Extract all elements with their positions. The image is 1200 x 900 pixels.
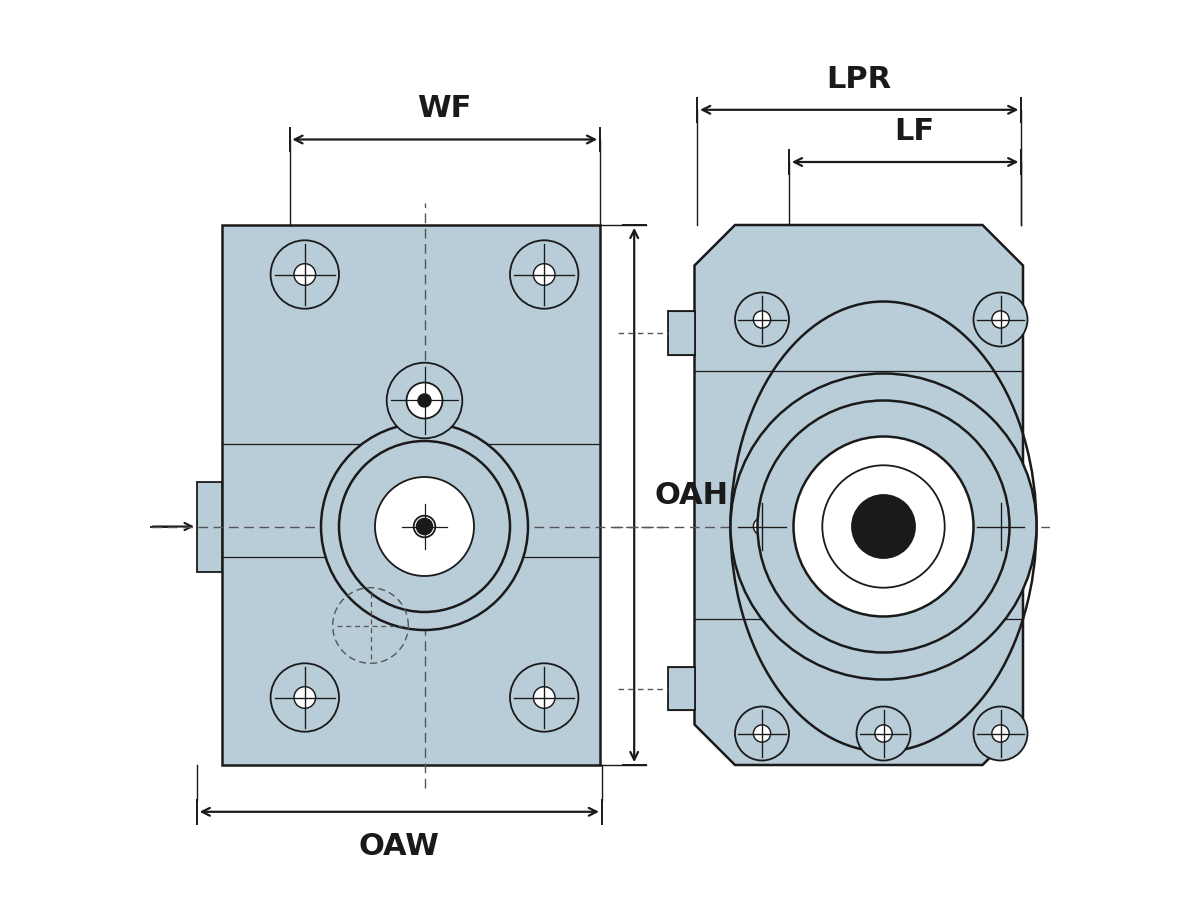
Circle shape — [407, 382, 443, 418]
Circle shape — [731, 374, 1037, 680]
Bar — [667, 667, 695, 710]
Circle shape — [754, 724, 770, 742]
Bar — [197, 482, 222, 572]
Circle shape — [992, 724, 1009, 742]
Text: OAW: OAW — [359, 832, 439, 860]
Circle shape — [793, 436, 973, 616]
Circle shape — [973, 292, 1027, 346]
Polygon shape — [695, 225, 1022, 765]
Circle shape — [734, 500, 790, 554]
Text: LF: LF — [894, 117, 934, 146]
Circle shape — [973, 706, 1027, 760]
Circle shape — [852, 495, 916, 558]
Circle shape — [510, 663, 578, 732]
Circle shape — [754, 518, 770, 536]
Text: WF: WF — [418, 94, 472, 123]
Circle shape — [340, 441, 510, 612]
Circle shape — [386, 363, 462, 438]
Circle shape — [416, 518, 433, 535]
Text: OAH: OAH — [654, 481, 728, 509]
Circle shape — [734, 706, 790, 760]
Circle shape — [822, 465, 944, 588]
Circle shape — [754, 310, 770, 328]
Circle shape — [419, 394, 431, 407]
Bar — [222, 225, 600, 765]
Circle shape — [973, 500, 1027, 554]
Circle shape — [414, 516, 436, 537]
Circle shape — [734, 292, 790, 346]
Circle shape — [510, 240, 578, 309]
Circle shape — [757, 400, 1009, 652]
Circle shape — [374, 477, 474, 576]
Circle shape — [857, 706, 911, 760]
Circle shape — [294, 264, 316, 285]
Circle shape — [534, 687, 554, 708]
Text: LPR: LPR — [827, 65, 892, 94]
Circle shape — [875, 724, 892, 742]
Circle shape — [270, 663, 338, 732]
Circle shape — [294, 687, 316, 708]
Bar — [667, 311, 695, 355]
Circle shape — [534, 264, 554, 285]
Circle shape — [270, 240, 338, 309]
Circle shape — [992, 310, 1009, 328]
Circle shape — [992, 518, 1009, 536]
Circle shape — [322, 423, 528, 630]
